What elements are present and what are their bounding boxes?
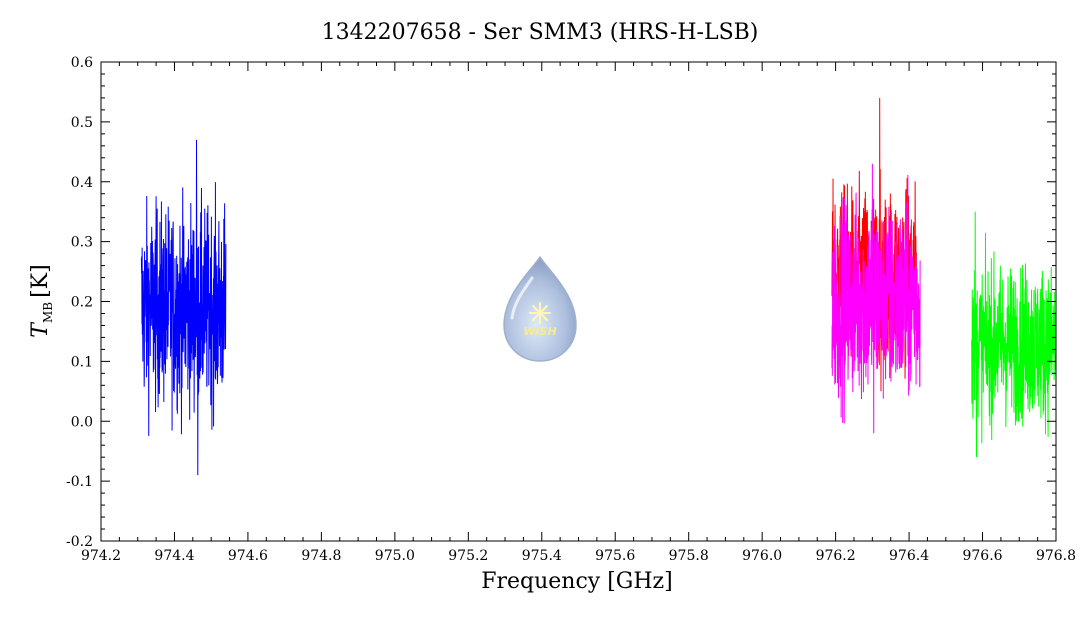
y-tick-label: -0.2: [66, 534, 93, 550]
y-tick-label: 0.0: [71, 414, 93, 430]
y-axis: -0.2 -0.1 0.0 0.1 0.2 0.3 0.4 0.5 0.6: [66, 55, 1056, 550]
x-tick-label: 975.0: [375, 548, 415, 564]
x-tick-label: 975.6: [595, 548, 635, 564]
x-tick-label: 976.0: [742, 548, 782, 564]
x-tick-label: 976.2: [816, 548, 856, 564]
svg-text:TMB[K]: TMB [K]: [28, 264, 55, 337]
star-icon: [529, 302, 551, 324]
spectrum-series-3: [831, 163, 921, 434]
drop-highlight: [510, 276, 534, 320]
x-tick-label: 975.4: [522, 548, 562, 564]
x-tick-label: 974.8: [301, 548, 341, 564]
x-axis: 974.2 974.4 974.6 974.8 975.0 975.2 975.4 975.6…: [81, 62, 1076, 564]
y-axis-subscript: MB: [41, 302, 55, 323]
y-tick-label: 0.5: [71, 115, 93, 131]
y-tick-label: 0.2: [71, 295, 93, 311]
y-axis-unit: [K]: [28, 264, 53, 298]
y-tick-label: 0.6: [71, 55, 93, 71]
x-tick-label: 976.6: [962, 548, 1002, 564]
x-tick-label: 974.2: [81, 548, 121, 564]
x-tick-label: 975.8: [669, 548, 709, 564]
x-tick-label: 975.2: [448, 548, 488, 564]
y-tick-label: 0.3: [71, 235, 93, 251]
x-axis-title: Frequency [GHz]: [481, 569, 673, 594]
y-axis-symbol: T: [28, 321, 53, 338]
y-tick-label: 0.1: [71, 354, 93, 370]
x-tick-label: 974.6: [228, 548, 268, 564]
wish-logo: WISH: [503, 255, 577, 362]
chart-title: 1342207658 - Ser SMM3 (HRS-H-LSB): [322, 20, 759, 45]
x-tick-label: 976.4: [889, 548, 929, 564]
y-tick-label: -0.1: [66, 474, 93, 490]
y-tick-label: 0.4: [71, 175, 93, 191]
spectrum-series-4: [971, 211, 1057, 458]
x-tick-label: 974.4: [154, 548, 194, 564]
x-tick-label: 976.8: [1036, 548, 1076, 564]
spectrum-series-1: [140, 139, 227, 476]
logo-text: WISH: [523, 325, 556, 338]
series-layer: [140, 97, 1057, 476]
y-axis-title: TMB [K]: [28, 264, 55, 337]
